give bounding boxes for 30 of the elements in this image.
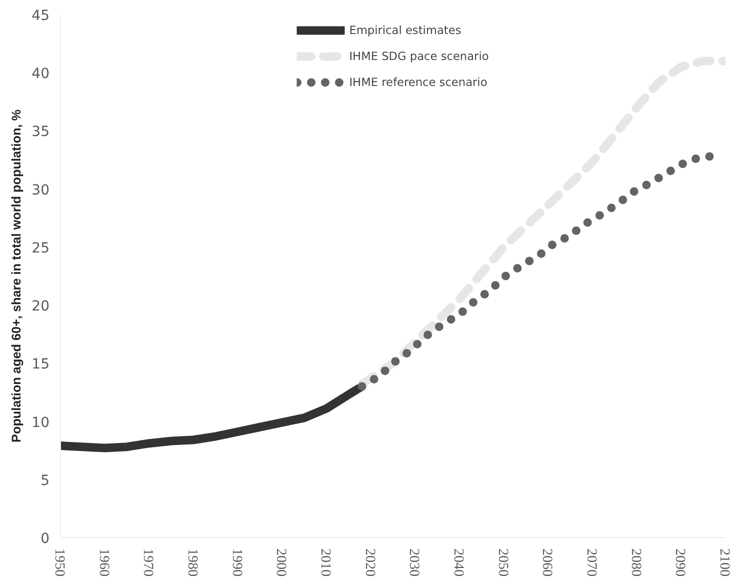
x-tick-label: 1990 [228, 548, 244, 576]
x-tick-label: 2010 [318, 548, 332, 576]
legend-label: Empirical estimates [349, 23, 462, 37]
x-tick-label: 2050 [494, 548, 510, 576]
x-tick-label: 2020 [362, 548, 377, 576]
y-tick-label: 10 [32, 414, 50, 431]
legend-label: IHME reference scenario [349, 75, 488, 89]
x-tick-label: 2000 [273, 548, 288, 576]
x-tick-label: 1970 [140, 548, 156, 576]
y-tick-label: 35 [32, 124, 50, 140]
y-tick-label: 45 [32, 8, 50, 24]
y-axis-title: Population aged 60+, share in total world population, % [10, 110, 24, 442]
x-tick-label: 2040 [450, 548, 466, 576]
y-tick-label: 30 [32, 182, 50, 198]
y-tick-label: 0 [40, 531, 50, 547]
x-tick-label: 2070 [584, 548, 598, 576]
x-tick-label: 2060 [539, 548, 554, 576]
y-tick-label: 40 [32, 66, 50, 82]
legend-label: IHME SDG pace scenario [349, 49, 489, 63]
y-tick-label: 20 [32, 298, 50, 315]
y-tick-label: 25 [32, 240, 50, 256]
x-tick-label: 2100 [716, 548, 731, 576]
x-tick-label: 2030 [406, 548, 422, 576]
y-tick-label: 15 [32, 356, 50, 373]
x-tick-label: 1960 [96, 548, 111, 576]
x-tick-label: 2080 [628, 548, 643, 576]
x-tick-label: 2090 [672, 548, 688, 576]
x-tick-label: 1950 [52, 548, 66, 576]
y-tick-label: 5 [40, 472, 50, 489]
x-tick-label: 1980 [184, 548, 200, 576]
